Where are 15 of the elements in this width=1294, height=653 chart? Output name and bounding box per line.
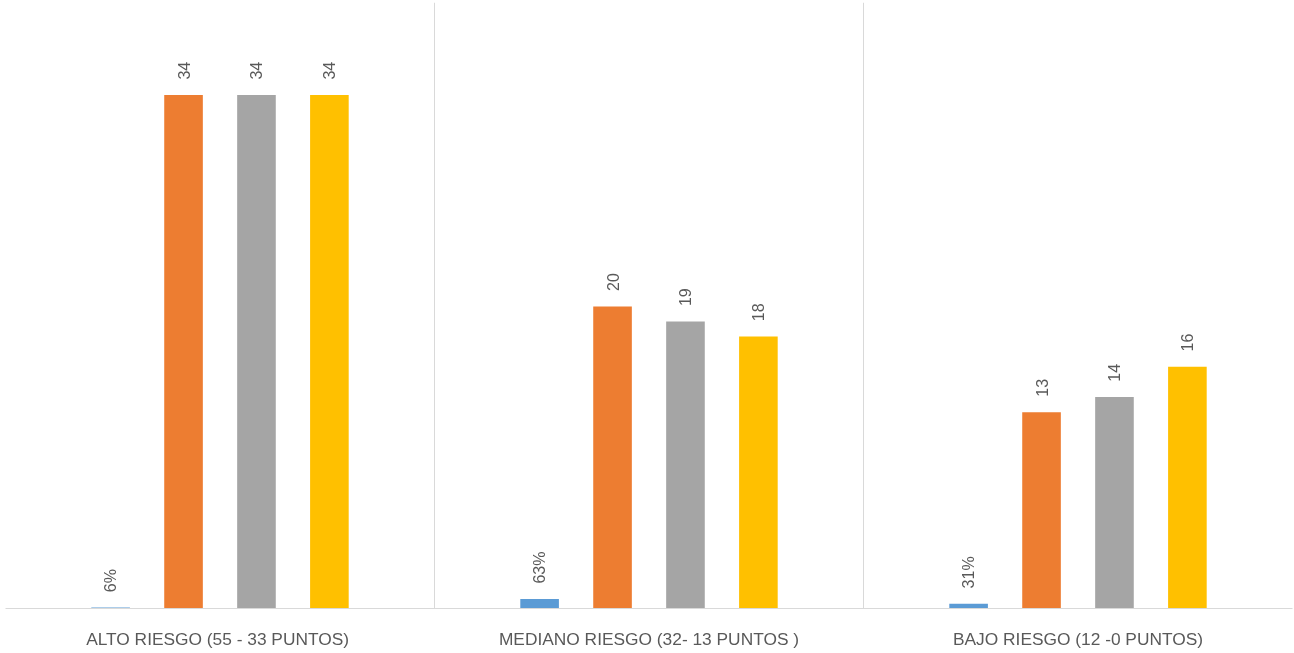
data-label: 14 [1106, 363, 1124, 382]
x-tick-label: MEDIANO RIESGO (32- 13 PUNTOS ) [498, 628, 800, 649]
data-label: 63% [531, 551, 549, 584]
data-label: 31% [960, 556, 978, 589]
x-tick-label: BAJO RIESGO (12 -0 PUNTOS) [952, 628, 1204, 649]
data-label: 20 [604, 273, 622, 291]
data-label: 18 [750, 303, 768, 322]
data-label: 34 [321, 61, 339, 80]
data-label: 19 [677, 288, 695, 307]
data-label: 34 [248, 61, 266, 80]
data-label: 6% [102, 569, 120, 593]
x-tick-label: ALTO RIESGO (55 - 33 PUNTOS) [86, 628, 350, 649]
data-label: 16 [1179, 333, 1197, 352]
data-label: 34 [175, 61, 193, 80]
data-label: 13 [1033, 378, 1051, 397]
